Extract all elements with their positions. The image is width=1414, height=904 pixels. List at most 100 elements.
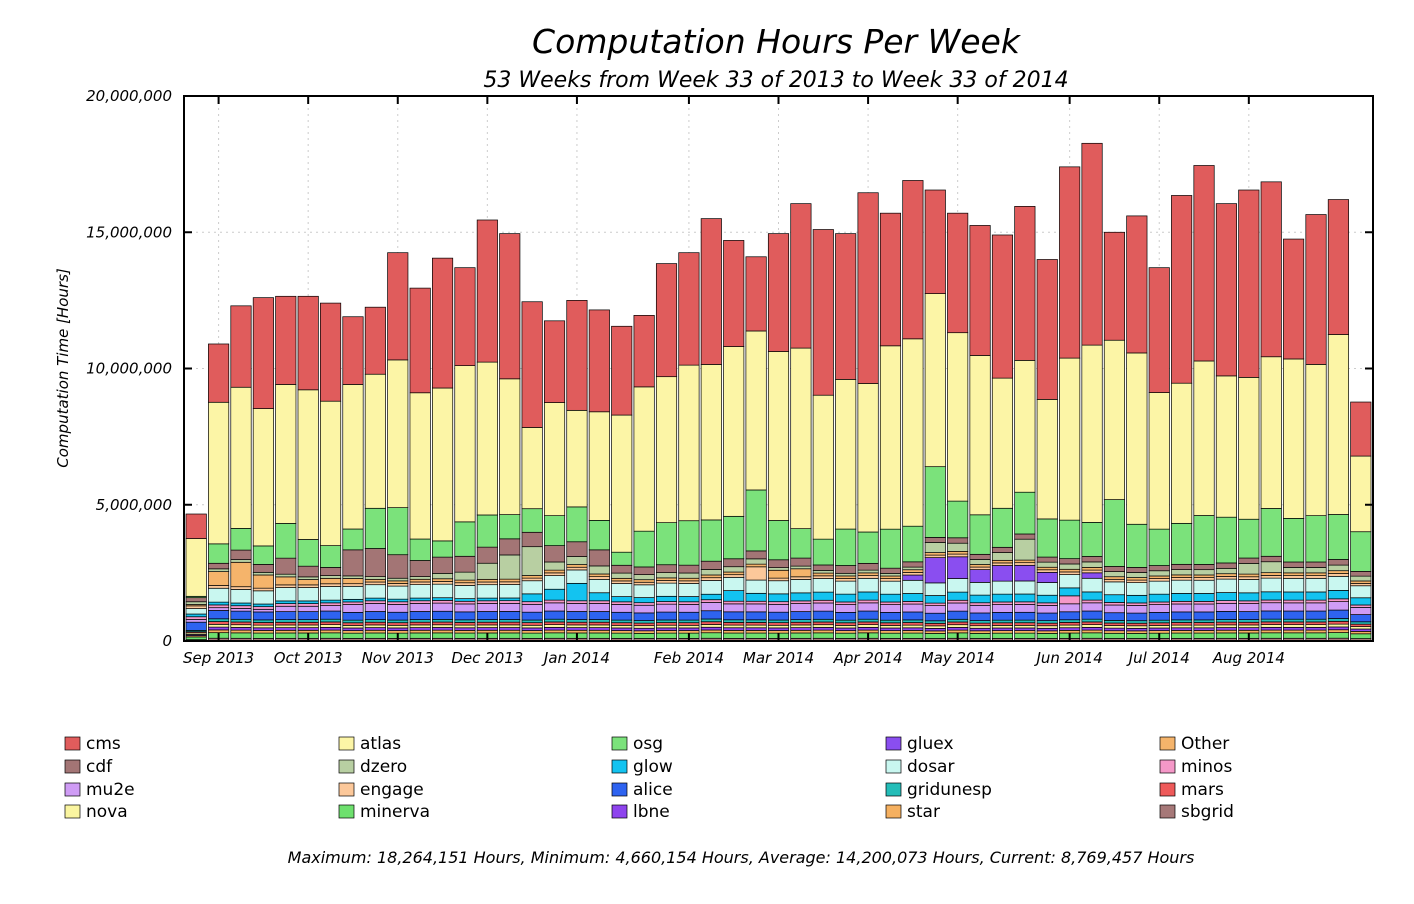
segment-osg (566, 506, 588, 543)
segment-osg (208, 543, 230, 564)
segment-osg (835, 528, 857, 566)
segment-nova (767, 624, 790, 629)
segment-mu2e (320, 605, 342, 612)
segment-lbne (835, 627, 857, 631)
segment-alice (1283, 610, 1305, 620)
y-tick-label-2: 10,000,000 (86, 360, 172, 378)
y-tick-label-3: 15,000,000 (86, 223, 172, 241)
segment-alice (476, 611, 498, 620)
segment-lbne (1283, 627, 1305, 631)
segment-nova (208, 623, 230, 628)
segment-lbne (767, 627, 790, 631)
segment-minos (1193, 601, 1215, 605)
segment-alice (767, 611, 790, 621)
segment-mars (1305, 621, 1327, 625)
segment-engage (588, 576, 610, 580)
segment-gridunesp (633, 620, 655, 624)
segment-glow (700, 593, 722, 601)
segment-glow (1126, 594, 1148, 604)
segment-cdf (1283, 561, 1305, 568)
segment-gridunesp (678, 619, 700, 624)
segment-Other (409, 578, 431, 583)
segment-atlas (543, 402, 566, 517)
segment-dosar (566, 569, 588, 584)
segment-atlas (499, 378, 521, 515)
segment-dosar (655, 582, 678, 597)
segment-atlas (476, 361, 498, 516)
segment-lbne (790, 627, 812, 631)
segment-glow (1283, 591, 1305, 601)
segment-star (320, 629, 342, 634)
segment-cdf (342, 549, 364, 577)
segment-cms (342, 316, 364, 385)
segment-cdf (1327, 559, 1349, 566)
segment-engage (1260, 575, 1282, 579)
segment-cms (1081, 142, 1103, 346)
segment-engage (1103, 578, 1125, 583)
segment-minerva (1103, 632, 1125, 639)
segment-mars (947, 621, 969, 626)
segment-alice (1350, 614, 1372, 623)
segment-lbne (1081, 627, 1103, 631)
segment-Other (543, 569, 566, 574)
segment-cms (1126, 215, 1148, 354)
segment-minerva (1036, 633, 1058, 639)
segment-cms (387, 252, 409, 361)
segment-gridunesp (454, 619, 476, 623)
chart-subtitle: 53 Weeks from Week 33 of 2013 to Week 33… (483, 68, 1068, 93)
legend-item-cdf: cdf (64, 757, 113, 777)
bar-week-37 (991, 234, 1014, 642)
segment-star (812, 629, 834, 634)
legend-swatch-gluex (885, 736, 902, 751)
segment-minos (364, 600, 386, 604)
segment-Other (1283, 572, 1305, 576)
segment-dzero (387, 577, 409, 582)
segment-cdf (678, 564, 700, 574)
segment-engage (879, 578, 902, 582)
x-tick-label-1: Oct 2013 (274, 649, 343, 667)
segment-minerva (902, 632, 924, 639)
segment-dzero (924, 542, 946, 553)
segment-star (275, 629, 297, 634)
segment-Other (387, 580, 409, 584)
segment-alice (924, 612, 946, 622)
segment-gridunesp (879, 619, 902, 624)
segment-cms (1215, 203, 1237, 377)
segment-glow (633, 597, 655, 604)
segment-Other (924, 552, 946, 556)
segment-nova (1148, 625, 1170, 629)
segment-atlas (1238, 377, 1260, 520)
segment-glow (678, 596, 700, 603)
segment-engage (364, 581, 386, 586)
segment-glow (1260, 591, 1282, 601)
segment-nova (1059, 624, 1081, 629)
segment-cdf (947, 537, 969, 544)
segment-minos (1126, 602, 1148, 606)
segment-glow (275, 600, 297, 604)
segment-glow (767, 593, 790, 603)
segment-dosar (611, 583, 633, 597)
segment-minerva (230, 632, 252, 639)
segment-nova (1283, 624, 1305, 628)
segment-engage (1283, 575, 1305, 579)
segment-cms (879, 212, 902, 347)
segment-Other (857, 572, 879, 576)
segment-gridunesp (767, 619, 790, 624)
segment-atlas (387, 359, 409, 508)
segment-osg (723, 515, 745, 560)
segment-gridunesp (902, 619, 924, 623)
segment-cms (767, 233, 790, 352)
segment-osg (1238, 518, 1260, 559)
bar-week-8 (342, 316, 364, 642)
segment-nova (499, 624, 521, 628)
segment-alice (678, 611, 700, 621)
segment-minerva (1126, 633, 1148, 639)
segment-cms (1327, 199, 1349, 335)
segment-engage (1193, 577, 1215, 581)
segment-cms (252, 297, 274, 409)
segment-gridunesp (521, 619, 543, 624)
legend-label-alice: alice (633, 780, 673, 800)
segment-engage (1238, 576, 1260, 580)
segment-engage (723, 574, 745, 578)
segment-engage (1126, 579, 1148, 583)
